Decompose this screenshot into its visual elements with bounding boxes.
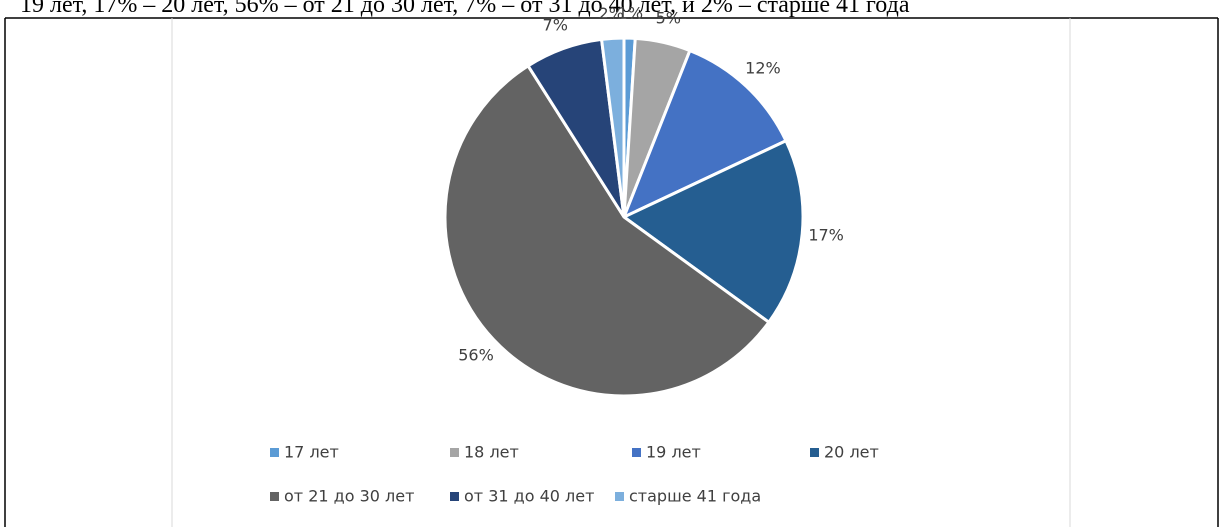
legend-swatch [810, 448, 819, 457]
data-label: 7% [543, 16, 568, 35]
legend-swatch [615, 492, 624, 501]
legend-swatch [632, 448, 641, 457]
data-label: 12% [745, 59, 781, 78]
document-text: 19 лет, 17% – 20 лет, 56% – от 21 до 30 … [20, 0, 910, 18]
legend-label: 19 лет [646, 443, 701, 462]
data-label: 56% [458, 345, 494, 364]
legend-label: 17 лет [284, 443, 339, 462]
pie-slice [621, 48, 788, 220]
legend-label: 18 лет [464, 443, 519, 462]
legend-label: 20 лет [824, 443, 879, 462]
pie-slice [621, 138, 805, 325]
legend-swatch [450, 448, 459, 457]
legend-label: от 21 до 30 лет [284, 487, 414, 506]
pie-slice [599, 36, 626, 218]
data-label: 2% [599, 4, 624, 23]
data-label: 1% [618, 4, 643, 23]
legend-swatch [270, 448, 279, 457]
legend-swatch [450, 492, 459, 501]
data-label: 17% [808, 226, 844, 245]
legend-swatch [270, 492, 279, 501]
legend-label: от 31 до 40 лет [464, 487, 594, 506]
data-label: 5% [656, 8, 681, 27]
pie-slice [443, 63, 771, 398]
legend-label: старше 41 года [629, 487, 761, 506]
